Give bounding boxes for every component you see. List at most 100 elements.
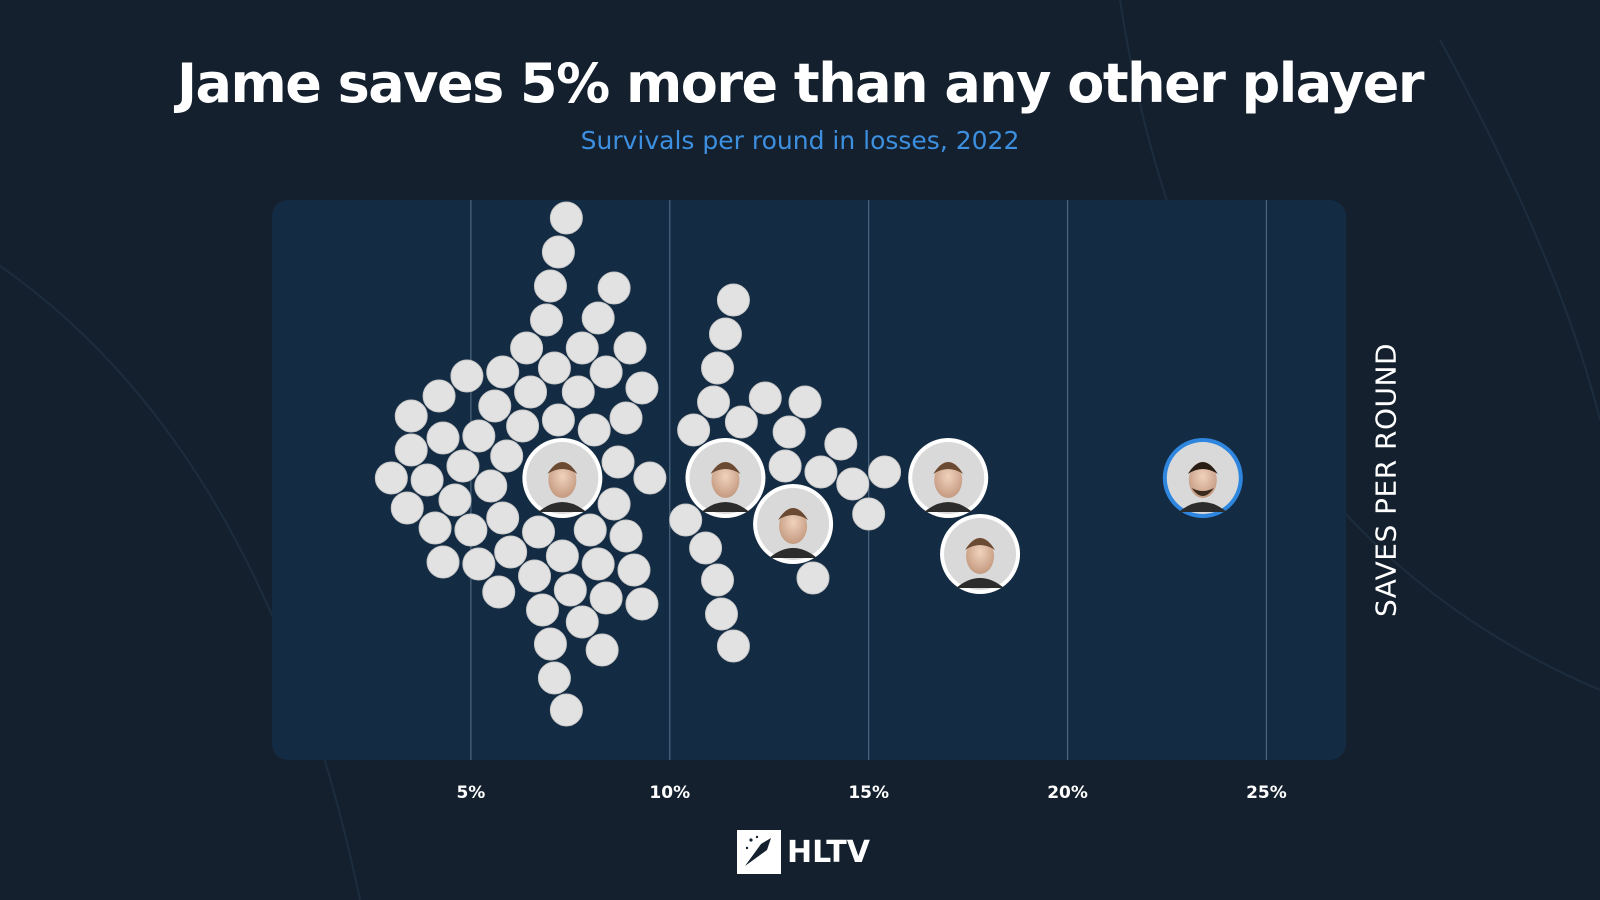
data-point (549, 693, 583, 727)
hltv-logo-text: HLTV (787, 834, 870, 870)
data-point (394, 399, 428, 433)
data-point (545, 539, 579, 573)
data-point (824, 427, 858, 461)
data-point (553, 573, 587, 607)
data-point (581, 547, 615, 581)
x-tick-label: 10% (649, 783, 690, 803)
data-point (533, 269, 567, 303)
player-avatar-icon (1162, 438, 1243, 518)
data-point (677, 413, 711, 447)
data-point (541, 235, 575, 269)
player-avatar-icon (522, 438, 603, 518)
data-point (537, 661, 571, 695)
data-point (609, 519, 643, 553)
player-avatar-icon (908, 438, 989, 518)
data-point (394, 433, 428, 467)
data-point (518, 559, 552, 593)
data-point (418, 511, 452, 545)
data-point (613, 331, 647, 365)
data-point (625, 371, 659, 405)
data-point (446, 449, 480, 483)
data-point (716, 629, 750, 663)
data-point (601, 445, 635, 479)
data-point (701, 351, 735, 385)
data-point (689, 531, 723, 565)
data-point (708, 317, 742, 351)
chart-subtitle: Survivals per round in losses, 2022 (580, 126, 1020, 155)
data-point (410, 463, 444, 497)
data-point (788, 385, 822, 419)
data-point (514, 375, 548, 409)
data-point (565, 331, 599, 365)
hltv-logo: HLTV (737, 830, 870, 874)
data-point (506, 409, 540, 443)
data-point (426, 421, 460, 455)
data-point (633, 461, 667, 495)
x-tick-label: 5% (456, 783, 485, 803)
data-point (533, 627, 567, 661)
data-point (486, 355, 520, 389)
data-point (422, 379, 456, 413)
data-point (450, 359, 484, 393)
data-point (852, 497, 886, 531)
data-point (522, 515, 556, 549)
data-point (454, 513, 488, 547)
data-point (510, 331, 544, 365)
data-point (494, 535, 528, 569)
data-point (609, 401, 643, 435)
x-axis-ticks: 5% 10% 15% 20% 25% (456, 783, 1286, 803)
data-point (482, 575, 516, 609)
data-point (768, 449, 802, 483)
data-point (474, 469, 508, 503)
data-point (796, 561, 830, 595)
data-point (589, 355, 623, 389)
player-avatar-icon (940, 514, 1021, 594)
chart-title: Jame saves 5% more than any other player (176, 52, 1425, 115)
data-point (541, 403, 575, 437)
data-point (597, 487, 631, 521)
data-point (478, 389, 512, 423)
data-point (438, 483, 472, 517)
data-point (704, 597, 738, 631)
data-point (589, 581, 623, 615)
data-point (597, 271, 631, 305)
data-point (525, 593, 559, 627)
highlighted-players (522, 438, 1243, 594)
data-point (836, 467, 870, 501)
player-avatar-icon (753, 484, 834, 564)
data-point (716, 283, 750, 317)
data-point (537, 351, 571, 385)
data-point (748, 381, 782, 415)
data-point (617, 553, 651, 587)
data-point (573, 513, 607, 547)
data-point (625, 587, 659, 621)
data-point (565, 605, 599, 639)
data-point (462, 547, 496, 581)
x-tick-label: 15% (848, 783, 889, 803)
data-point (669, 503, 703, 537)
player-avatar-icon (685, 438, 766, 518)
data-point (577, 413, 611, 447)
x-tick-label: 25% (1246, 783, 1287, 803)
data-point (529, 303, 563, 337)
data-point (390, 491, 424, 525)
data-point (462, 419, 496, 453)
data-point (561, 375, 595, 409)
data-point (581, 301, 615, 335)
x-tick-label: 20% (1047, 783, 1088, 803)
data-point (490, 439, 524, 473)
data-point (374, 461, 408, 495)
data-point (549, 201, 583, 235)
hltv-logo-icon (737, 830, 781, 874)
data-point (426, 545, 460, 579)
data-point (724, 405, 758, 439)
y-axis-label: SAVES PER ROUND (1369, 342, 1403, 618)
data-point (486, 501, 520, 535)
data-point (701, 563, 735, 597)
data-point (868, 455, 902, 489)
data-points (374, 201, 902, 727)
data-point (585, 633, 619, 667)
data-point (772, 415, 806, 449)
data-point (804, 455, 838, 489)
